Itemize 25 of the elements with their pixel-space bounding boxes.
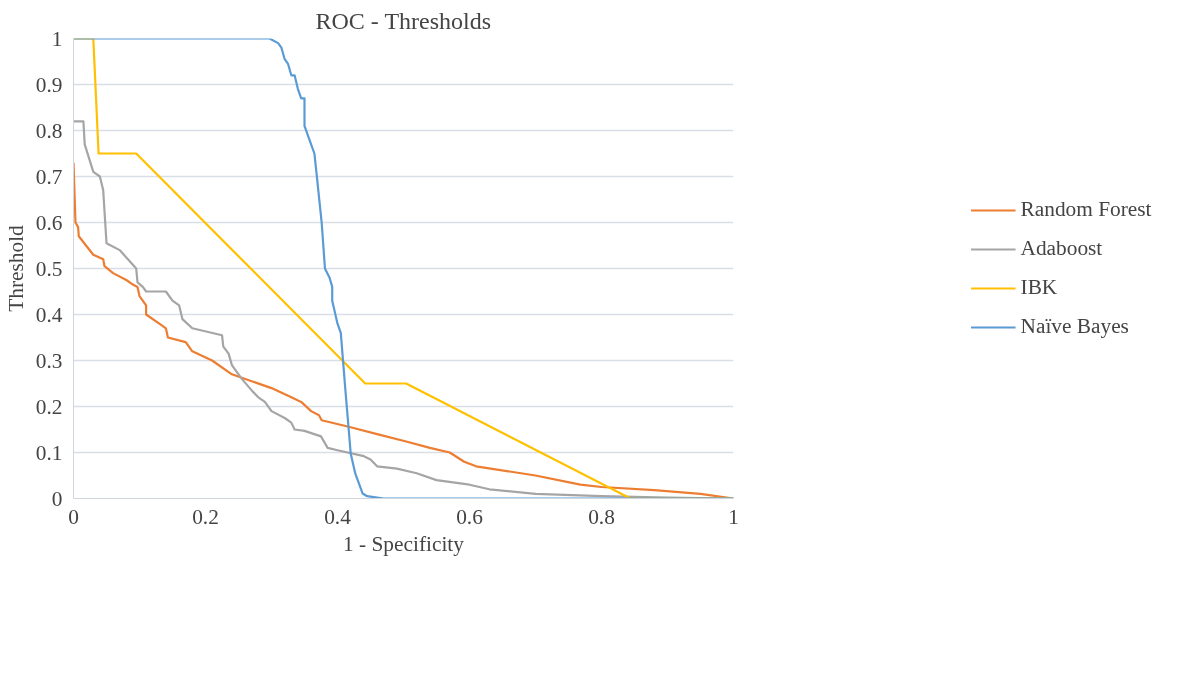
x-tick-label: 0 <box>68 504 79 529</box>
y-axis-title: Threshold <box>3 224 28 312</box>
x-tick-label: 0.2 <box>192 504 219 529</box>
y-tick-label: 0.7 <box>35 164 63 189</box>
legend-label: Random Forest <box>1020 197 1152 222</box>
x-tick-label: 0.4 <box>324 504 352 529</box>
y-tick-label: 0.6 <box>35 210 63 235</box>
y-tick-label: 0.4 <box>35 302 63 327</box>
legend-label: Adaboost <box>1020 236 1103 261</box>
legend-label: IBK <box>1020 275 1058 300</box>
chart-title: ROC - Thresholds <box>315 7 492 34</box>
x-tick-label: 0.8 <box>588 504 615 529</box>
x-axis-title: 1 - Specificity <box>343 531 465 556</box>
y-tick-label: 0 <box>51 486 63 511</box>
y-tick-label: 0.5 <box>35 256 63 281</box>
y-tick-label: 0.9 <box>35 72 63 97</box>
legend-label: Naïve Bayes <box>1020 314 1129 339</box>
y-tick-label: 0.8 <box>35 118 63 143</box>
y-tick-label: 0.3 <box>35 348 63 373</box>
y-tick-label: 0.2 <box>35 394 63 419</box>
y-tick-label: 0.1 <box>35 440 63 465</box>
line-series <box>73 38 734 499</box>
x-tick-label: 1 <box>728 504 739 529</box>
y-tick-label: 1 <box>51 26 63 51</box>
x-tick-label: 0.6 <box>456 504 484 529</box>
